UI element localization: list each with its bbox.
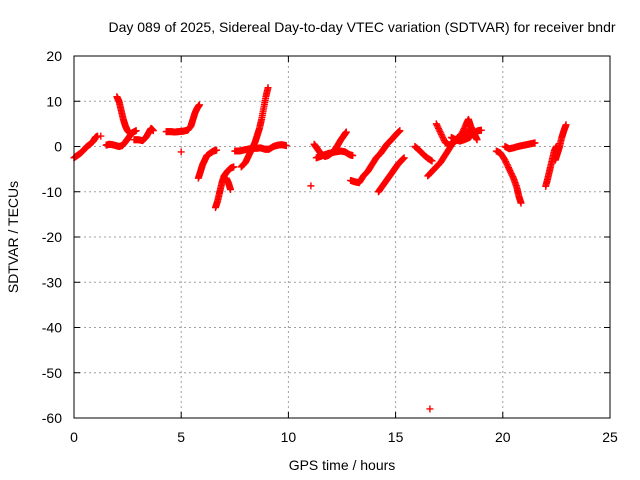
grid-layer (74, 56, 610, 418)
plot-frame (73, 55, 611, 419)
x-tick-label: 0 (70, 429, 78, 445)
y-tick-label: 20 (46, 48, 62, 64)
data-point (177, 148, 185, 156)
chart-title: Day 089 of 2025, Sidereal Day-to-day VTE… (108, 19, 615, 35)
data-point (132, 127, 140, 135)
data-point (195, 101, 203, 109)
y-tick-label: -60 (42, 410, 62, 426)
data-point (349, 152, 357, 160)
x-tick-label: 15 (388, 429, 404, 445)
data-point (473, 136, 481, 144)
data-point (396, 127, 404, 135)
data-point (342, 128, 350, 136)
x-tick-label: 25 (602, 429, 618, 445)
data-point (213, 146, 221, 154)
data-point (97, 132, 105, 140)
y-tick-label: -20 (42, 229, 62, 245)
y-tick-label: 0 (54, 139, 62, 155)
data-point (531, 139, 539, 147)
x-tick-label: 20 (495, 429, 511, 445)
x-tick-label: 5 (177, 429, 185, 445)
data-point (426, 405, 434, 413)
data-points (70, 84, 570, 413)
data-point (517, 199, 525, 207)
y-axis-title: SDTVAR / TECUs (5, 181, 21, 293)
data-point (230, 163, 238, 171)
data-point (562, 121, 570, 129)
data-point (400, 154, 408, 162)
data-point (149, 127, 157, 135)
y-tick-label: -10 (42, 184, 62, 200)
data-point (477, 126, 485, 134)
y-tick-label: -50 (42, 365, 62, 381)
data-point (126, 129, 134, 137)
data-point (264, 84, 272, 92)
x-tick-label: 10 (281, 429, 297, 445)
data-point (282, 142, 290, 150)
data-point (307, 182, 315, 190)
data-point (428, 157, 436, 165)
y-tick-label: -40 (42, 320, 62, 336)
tick-layer: 0 5 10 15 20 25 -60 -50 -40 -30 -20 -10 0 10 20 (42, 48, 618, 445)
data-point (227, 185, 235, 193)
y-tick-label: 10 (46, 93, 62, 109)
x-axis-title: GPS time / hours (289, 457, 396, 473)
y-tick-label: -30 (42, 274, 62, 290)
